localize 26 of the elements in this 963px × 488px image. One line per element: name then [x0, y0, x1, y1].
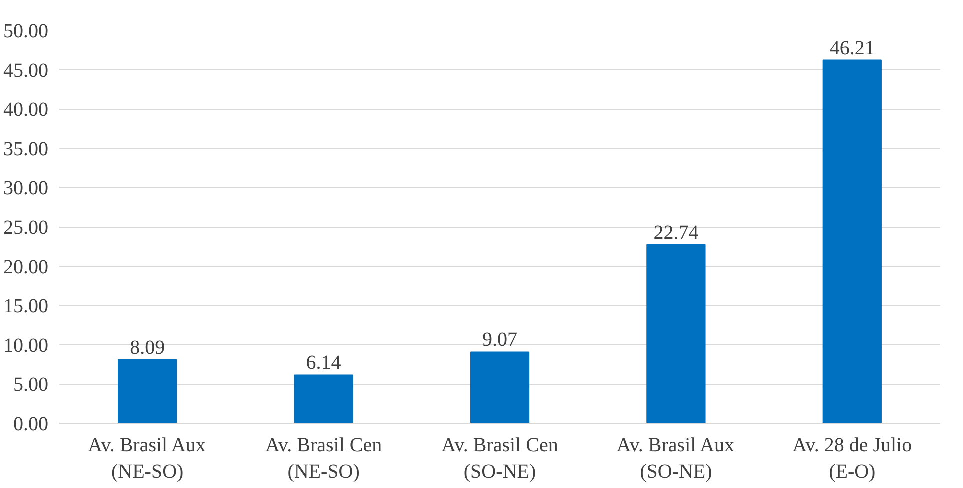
bar	[118, 359, 178, 424]
y-tick-label: 15.00	[4, 296, 48, 318]
y-tick-label: 35.00	[4, 138, 48, 160]
bar	[470, 352, 530, 424]
x-tick-label: Av. Brasil Cen (NE-SO)	[265, 434, 382, 483]
x-tick-label: Av. Brasil Cen (SO-NE)	[442, 434, 558, 483]
x-tick-label: Av. Brasil Aux (NE-SO)	[88, 434, 206, 483]
bar	[822, 60, 882, 424]
data-label: 6.14	[306, 352, 342, 374]
data-label: 46.21	[830, 37, 875, 60]
bar	[646, 244, 706, 424]
y-tick-label: 20.00	[4, 256, 48, 278]
data-label: 22.74	[654, 222, 699, 244]
y-tick-label: 30.00	[4, 178, 48, 200]
x-tick-label: Av. 28 de Julio (E-O)	[792, 434, 912, 483]
y-tick-label: 25.00	[4, 217, 48, 239]
x-tick-label: Av. Brasil Aux (SO-NE)	[616, 434, 735, 483]
y-tick-label: 40.00	[4, 99, 48, 122]
data-label: 8.09	[130, 336, 166, 359]
y-tick-label: 10.00	[4, 334, 48, 357]
y-tick-label: 45.00	[4, 60, 48, 82]
y-tick-label: 5.00	[14, 374, 48, 396]
data-label: 9.07	[482, 329, 518, 352]
bar	[294, 374, 354, 424]
y-tick-label: 50.00	[4, 20, 48, 42]
y-tick-label: 0.00	[14, 414, 48, 436]
